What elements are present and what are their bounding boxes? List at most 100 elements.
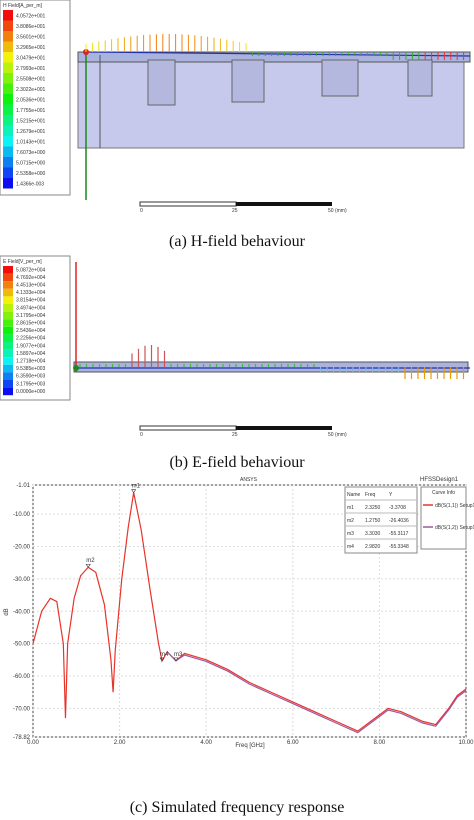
x-tick-label: 2.00 bbox=[114, 740, 126, 746]
color-swatch bbox=[3, 357, 13, 365]
y-tick-label: -60.00 bbox=[13, 674, 31, 680]
brand: ANSYS bbox=[240, 477, 258, 483]
y-tick-label: -40.00 bbox=[13, 609, 31, 615]
legend-value: 3.4974e+004 bbox=[16, 305, 46, 311]
table-cell: Freq bbox=[365, 492, 376, 498]
color-swatch bbox=[3, 342, 13, 350]
stub bbox=[231, 59, 265, 103]
color-swatch bbox=[3, 281, 13, 289]
table-cell: Y bbox=[389, 492, 393, 498]
marker-label: m1 bbox=[132, 484, 141, 490]
legend-value: 1.9077e+004 bbox=[16, 343, 46, 349]
scale-label: 0 bbox=[140, 432, 143, 438]
legend-value: 3.8086e+001 bbox=[16, 24, 46, 30]
y-tick-label: -20.00 bbox=[13, 545, 31, 551]
color-swatch bbox=[3, 136, 13, 147]
legend-value: 9.5385e+003 bbox=[16, 366, 46, 372]
caption: (b) E-field behaviour bbox=[169, 454, 305, 471]
y-tick-label: -10.00 bbox=[13, 512, 31, 518]
legend-title: E Field[V_per_m] bbox=[3, 259, 42, 265]
marker bbox=[173, 657, 179, 662]
color-swatch bbox=[3, 296, 13, 304]
legend-value: 2.7993e+001 bbox=[16, 66, 46, 72]
marker bbox=[159, 657, 165, 662]
table-cell: Name bbox=[347, 492, 361, 498]
x-tick-label: 10.00 bbox=[458, 740, 474, 746]
table-cell: m4 bbox=[347, 544, 354, 550]
color-swatch bbox=[3, 266, 13, 274]
color-swatch bbox=[3, 41, 13, 52]
legend-value: 4.7692e+004 bbox=[16, 275, 46, 281]
legend-value: 3.1795e+003 bbox=[16, 381, 46, 387]
marker-label: m2 bbox=[86, 558, 95, 564]
color-swatch bbox=[3, 146, 13, 157]
origin bbox=[73, 365, 79, 371]
legend-value: 2.5436e+004 bbox=[16, 328, 46, 334]
color-swatch bbox=[3, 157, 13, 168]
legend-value: 2.3022e+001 bbox=[16, 87, 46, 93]
x-tick-label: 6.00 bbox=[287, 740, 299, 746]
y-tick-label: -1.01 bbox=[16, 483, 30, 489]
legend-title: Curve Info bbox=[432, 490, 455, 496]
scale-label: 50 (mm) bbox=[328, 432, 347, 438]
legend-value: 4.0572e+001 bbox=[16, 13, 46, 19]
microstrip bbox=[73, 361, 469, 373]
legend-value: 1.5215e+001 bbox=[16, 118, 46, 124]
table-cell: -26.4036 bbox=[389, 518, 409, 524]
legend-value: 3.2965e+001 bbox=[16, 45, 46, 51]
scale-label: 25 bbox=[232, 432, 238, 438]
scale-bar bbox=[139, 201, 332, 207]
scale-label: 25 bbox=[232, 208, 238, 214]
stub bbox=[321, 59, 359, 97]
legend-value: 2.2256e+004 bbox=[16, 336, 46, 342]
legend-value: 1.2718e+004 bbox=[16, 359, 46, 365]
color-swatch bbox=[3, 304, 13, 312]
marker bbox=[131, 489, 137, 494]
legend-value: 6.3590e+003 bbox=[16, 374, 46, 380]
legend-value: 1.5897e+004 bbox=[16, 351, 46, 357]
color-swatch bbox=[3, 178, 13, 189]
legend-value: 2.8615e+004 bbox=[16, 321, 46, 327]
color-swatch bbox=[3, 349, 13, 358]
legend-value: 1.4366e-003 bbox=[16, 181, 44, 187]
color-swatch bbox=[3, 387, 13, 396]
color-swatch bbox=[3, 288, 13, 297]
stub bbox=[147, 59, 176, 106]
color-swatch bbox=[3, 94, 13, 105]
color-swatch bbox=[3, 364, 13, 373]
legend-value: 1.7755e+001 bbox=[16, 108, 46, 114]
series-line bbox=[32, 492, 467, 732]
color-swatch bbox=[3, 83, 13, 94]
table-cell: -55.3117 bbox=[389, 531, 409, 537]
color-swatch bbox=[3, 125, 13, 136]
table-cell: m1 bbox=[347, 505, 354, 511]
color-swatch bbox=[3, 73, 13, 84]
scale-label: 0 bbox=[140, 208, 143, 214]
legend-value: 5.0715e+000 bbox=[16, 160, 46, 166]
y-axis-label: dB bbox=[4, 608, 10, 615]
table-cell: 3.3030 bbox=[365, 531, 381, 537]
color-swatch bbox=[3, 319, 13, 327]
marker-label: m3 bbox=[174, 652, 183, 658]
x-tick-label: 8.00 bbox=[374, 740, 386, 746]
color-swatch bbox=[3, 52, 13, 63]
legend-entry: dB(S(1,1)) Setup1 : Sweep bbox=[435, 503, 474, 509]
x-tick-label: 0.00 bbox=[27, 740, 39, 746]
legend-entry: dB(S(1,2)) Setup1 : Sweep bbox=[435, 525, 474, 531]
color-swatch bbox=[3, 372, 13, 380]
substrate bbox=[77, 53, 465, 149]
legend-value: 3.5601e+001 bbox=[16, 34, 46, 40]
marker bbox=[85, 563, 91, 568]
legend-value: 1.2679e+001 bbox=[16, 129, 46, 135]
marker-label: m4 bbox=[160, 652, 169, 658]
scale-label: 50 (mm) bbox=[328, 208, 347, 214]
chart-title: HFSSDesign1 bbox=[420, 477, 459, 483]
legend-value: 1.0143e+001 bbox=[16, 139, 46, 145]
caption: (a) H-field behaviour bbox=[169, 233, 306, 250]
x-axis-label: Freq [GHz] bbox=[235, 743, 265, 749]
legend-value: 0.0000e+000 bbox=[16, 389, 46, 395]
color-swatch bbox=[3, 326, 13, 335]
legend-value: 3.8154e+004 bbox=[16, 298, 46, 304]
legend-value: 4.4513e+004 bbox=[16, 283, 46, 289]
